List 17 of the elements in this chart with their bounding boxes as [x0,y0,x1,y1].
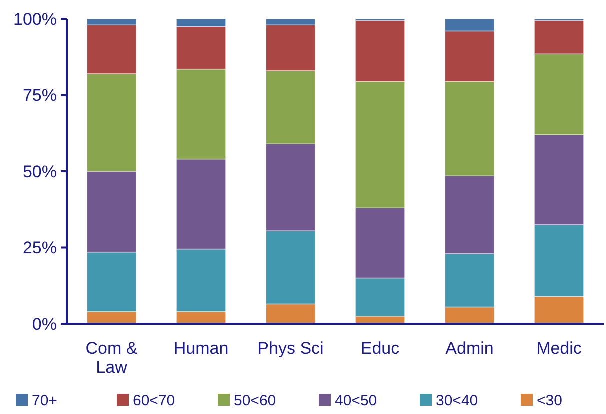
legend-label: 40<50 [335,392,378,410]
legend-label: 30<40 [436,392,478,410]
x-tick-label: Educ [360,339,400,358]
legend-label: 70+ [32,392,58,410]
legend-label: 50<60 [234,392,276,410]
x-tick-label: Medic [536,339,582,358]
y-tick-label: 0% [32,314,57,334]
x-tick-label: Admin [446,339,494,358]
y-tick-label: 75% [22,86,57,106]
y-tick-label: 100% [14,10,57,29]
x-tick-label: Phys Sci [258,339,324,358]
x-tick-label: Human [174,339,229,358]
y-tick-label: 50% [22,162,57,182]
legend-label: <30 [537,392,562,410]
x-tick-label: Com & Law [86,339,138,377]
legend-label: 60<70 [133,392,176,410]
y-tick-label: 25% [22,238,57,258]
